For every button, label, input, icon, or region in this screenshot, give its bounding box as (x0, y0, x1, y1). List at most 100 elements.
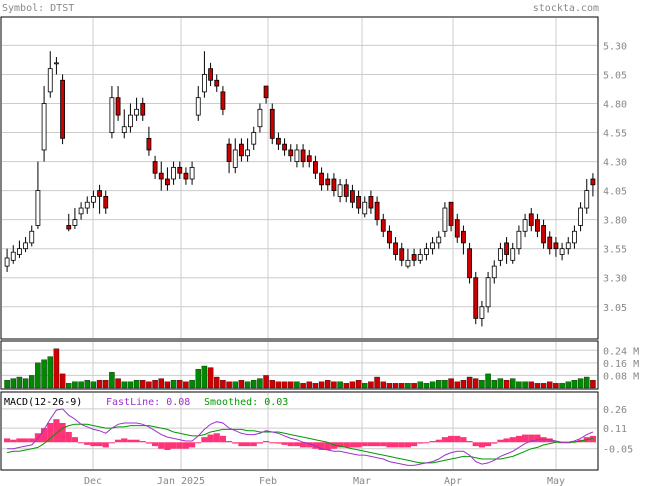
macd-histogram-bar (374, 442, 381, 447)
volume-bars (4, 348, 596, 389)
macd-histogram-bar (478, 442, 485, 448)
candle-body (47, 68, 53, 93)
macd-histogram-bar (534, 434, 541, 443)
volume-bar (115, 378, 121, 389)
macd-histogram-bar (232, 442, 239, 444)
macd-histogram-bar (195, 442, 202, 444)
candle-body (214, 79, 220, 87)
volume-bar (337, 381, 343, 389)
volume-bar (35, 362, 41, 389)
volume-bar (16, 376, 23, 389)
macd-histogram-bar (404, 442, 411, 448)
macd-histogram-bar (589, 435, 596, 443)
macd-histogram-bar (300, 442, 307, 448)
price-tick-label: 4.55 (603, 129, 627, 140)
candle-body (183, 172, 189, 180)
price-panel (0, 16, 599, 340)
macd-histogram-bar (170, 442, 177, 449)
macd-histogram-bar (201, 437, 208, 443)
macd-histogram-bar (306, 442, 313, 448)
macd-histogram-bar (145, 442, 152, 444)
candle-body (541, 225, 546, 244)
candle-body (572, 230, 577, 244)
candle-body (251, 132, 257, 145)
macd-histogram-bar (4, 438, 11, 443)
candle-body (374, 201, 380, 221)
candle-body (245, 149, 250, 157)
volume-bar (436, 379, 442, 389)
volume-bar (158, 378, 164, 389)
candle-body (337, 184, 343, 197)
candle-body (565, 242, 571, 250)
macd-histogram-bar (361, 442, 368, 447)
volume-bar (479, 379, 485, 389)
volume-bar (72, 381, 78, 389)
macd-histogram-bar (59, 423, 66, 443)
volume-bar (207, 367, 214, 389)
candle-body (263, 85, 269, 99)
volume-bar (183, 381, 189, 389)
macd-histogram-bar (429, 441, 436, 443)
candle-body (17, 248, 22, 255)
volume-bar (306, 381, 312, 389)
volume-bar (10, 378, 16, 389)
candle-body (590, 178, 596, 186)
candle-body (399, 248, 405, 261)
macd-histogram-bar (121, 438, 128, 443)
macd-histogram-bar (472, 442, 479, 447)
x-tick-label: Dec (84, 476, 102, 486)
volume-bar (29, 375, 35, 389)
macd-tick-label: 0.11 (603, 424, 627, 435)
macd-histogram-bar (515, 435, 522, 443)
macd-histogram-bar (47, 423, 54, 443)
volume-bar (362, 383, 368, 389)
macd-histogram-bar (466, 441, 473, 443)
macd-histogram-bar (441, 437, 448, 443)
candle-body (417, 254, 423, 261)
macd-histogram-bar (497, 439, 504, 443)
x-tick-label: Mar (353, 476, 371, 486)
volume-axis: 0.24 M 0.16 M0.08 M (603, 346, 639, 382)
candle-body (226, 143, 232, 162)
macd-histogram-bar (337, 442, 344, 448)
macd-histogram-bar (84, 442, 91, 445)
volume-bar (152, 379, 158, 389)
volume-bar (553, 383, 559, 389)
macd-histogram-bar (552, 441, 559, 443)
macd-axis: 0.26 0.11 -0.05 (603, 405, 633, 456)
volume-bar (177, 379, 183, 389)
macd-histogram-bar (127, 439, 134, 443)
volume-bar (189, 379, 195, 389)
candle-body (146, 137, 152, 151)
macd-histogram-bar (219, 435, 226, 443)
candle-body (424, 248, 429, 255)
candle-body (411, 254, 417, 261)
volume-bar (96, 379, 103, 389)
candle-body (288, 149, 294, 157)
candle-body (522, 219, 528, 232)
volume-bar (497, 378, 504, 389)
volume-bar (201, 365, 208, 389)
candle-body (325, 178, 331, 186)
macd-histogram-bar (330, 442, 337, 449)
candle-body (195, 97, 201, 116)
x-tick-label: Apr (444, 476, 462, 486)
candle-body (10, 251, 16, 261)
macd-histogram-bar (528, 434, 535, 443)
macd-histogram-bar (380, 442, 387, 447)
candle-body (313, 161, 318, 174)
volume-bar (399, 383, 405, 389)
volume-bar (121, 381, 127, 389)
macd-histogram-bar (250, 442, 257, 447)
macd-histogram-bar (164, 442, 171, 450)
candle-body (343, 184, 349, 197)
macd-title: MACD(12-26-9) (4, 397, 82, 408)
price-tick-label: 3.30 (603, 274, 627, 285)
volume-bar (516, 381, 522, 389)
candle-body (220, 91, 226, 110)
volume-bar (460, 379, 467, 389)
candle-body (66, 225, 72, 230)
macd-histogram-bar (115, 439, 122, 443)
macd-histogram-bar (491, 442, 498, 444)
site-label[interactable]: stockta.com (533, 3, 599, 14)
